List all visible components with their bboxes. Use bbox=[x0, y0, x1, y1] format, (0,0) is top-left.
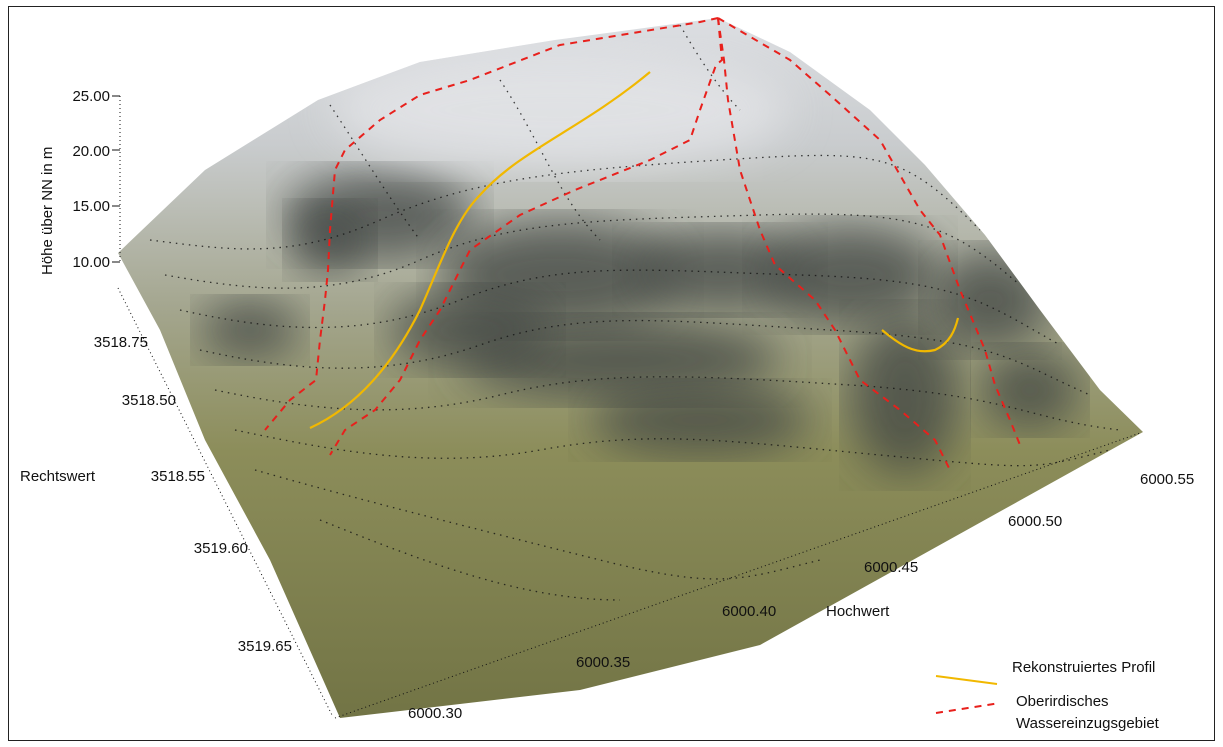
legend-swatch-catchment bbox=[935, 702, 1001, 714]
terrain-surface bbox=[118, 18, 1143, 718]
catchment-boundary bbox=[264, 17, 1021, 471]
hochwert-tick-label: 6000.45 bbox=[864, 559, 918, 576]
rechtswert-tick-label: 3518.55 bbox=[151, 468, 205, 485]
reconstructed-profile bbox=[309, 71, 960, 429]
hochwert-tick-label: 6000.35 bbox=[576, 654, 630, 671]
legend-label-profile: Rekonstruiertes Profil bbox=[1012, 659, 1155, 676]
hochwert-tick-label: 6000.50 bbox=[1008, 513, 1062, 530]
contour-line bbox=[164, 213, 1021, 289]
catchment-line bbox=[717, 17, 1021, 446]
highlight-blob bbox=[330, 50, 790, 170]
rechtswert-tick-label: 3518.75 bbox=[94, 334, 148, 351]
legend-label-catchment: Oberirdisches bbox=[1016, 693, 1109, 710]
shade-blob bbox=[980, 350, 1080, 430]
hochwert-axis: 6000.55 6000.50 6000.45 6000.40 6000.35 … bbox=[334, 432, 1194, 722]
legend-swatch-profile bbox=[935, 675, 998, 685]
z-tick-label: 25.00 bbox=[72, 88, 110, 105]
legend: Rekonstruiertes Profil Oberirdisches Was… bbox=[935, 659, 1160, 732]
legend-label-catchment-2: Wassereinzugsgebiet bbox=[1016, 715, 1160, 732]
hochwert-tick-label: 6000.55 bbox=[1140, 471, 1194, 488]
catchment-line bbox=[717, 17, 951, 471]
contour-line bbox=[179, 269, 1061, 346]
shade-blob bbox=[760, 225, 940, 325]
shade-blob bbox=[200, 300, 300, 360]
profile-line bbox=[881, 317, 960, 353]
z-tick-label: 15.00 bbox=[72, 198, 110, 215]
shade-blob bbox=[850, 315, 960, 475]
rechtswert-tick-label: 3519.65 bbox=[238, 638, 292, 655]
hochwert-axis-title: Hochwert bbox=[826, 603, 890, 620]
rechtswert-tick-label: 3519.60 bbox=[194, 540, 248, 557]
profile-line bbox=[309, 71, 651, 429]
hochwert-tick-label: 6000.40 bbox=[722, 603, 776, 620]
shade-blob bbox=[590, 385, 810, 455]
terrain-shading bbox=[200, 50, 1080, 475]
rechtswert-axis-title: Rechtswert bbox=[20, 468, 96, 485]
shade-blob bbox=[390, 290, 550, 370]
contour-line bbox=[254, 469, 821, 580]
rechtswert-tick-label: 3518.50 bbox=[122, 392, 176, 409]
shade-blob bbox=[930, 250, 1050, 350]
contour-line bbox=[319, 519, 621, 601]
rechtswert-axis: 3518.75 3518.50 3518.55 3519.60 3519.65 … bbox=[20, 287, 333, 716]
contour-line bbox=[199, 319, 1091, 396]
z-tick-label: 20.00 bbox=[72, 143, 110, 160]
z-tick-label: 10.00 bbox=[72, 254, 110, 271]
z-axis: 25.00 20.00 15.00 10.00 Höhe über NN in … bbox=[39, 88, 121, 275]
contour-lines bbox=[149, 24, 1121, 601]
hochwert-tick-label: 6000.30 bbox=[408, 705, 462, 722]
z-axis-title: Höhe über NN in m bbox=[39, 147, 56, 275]
